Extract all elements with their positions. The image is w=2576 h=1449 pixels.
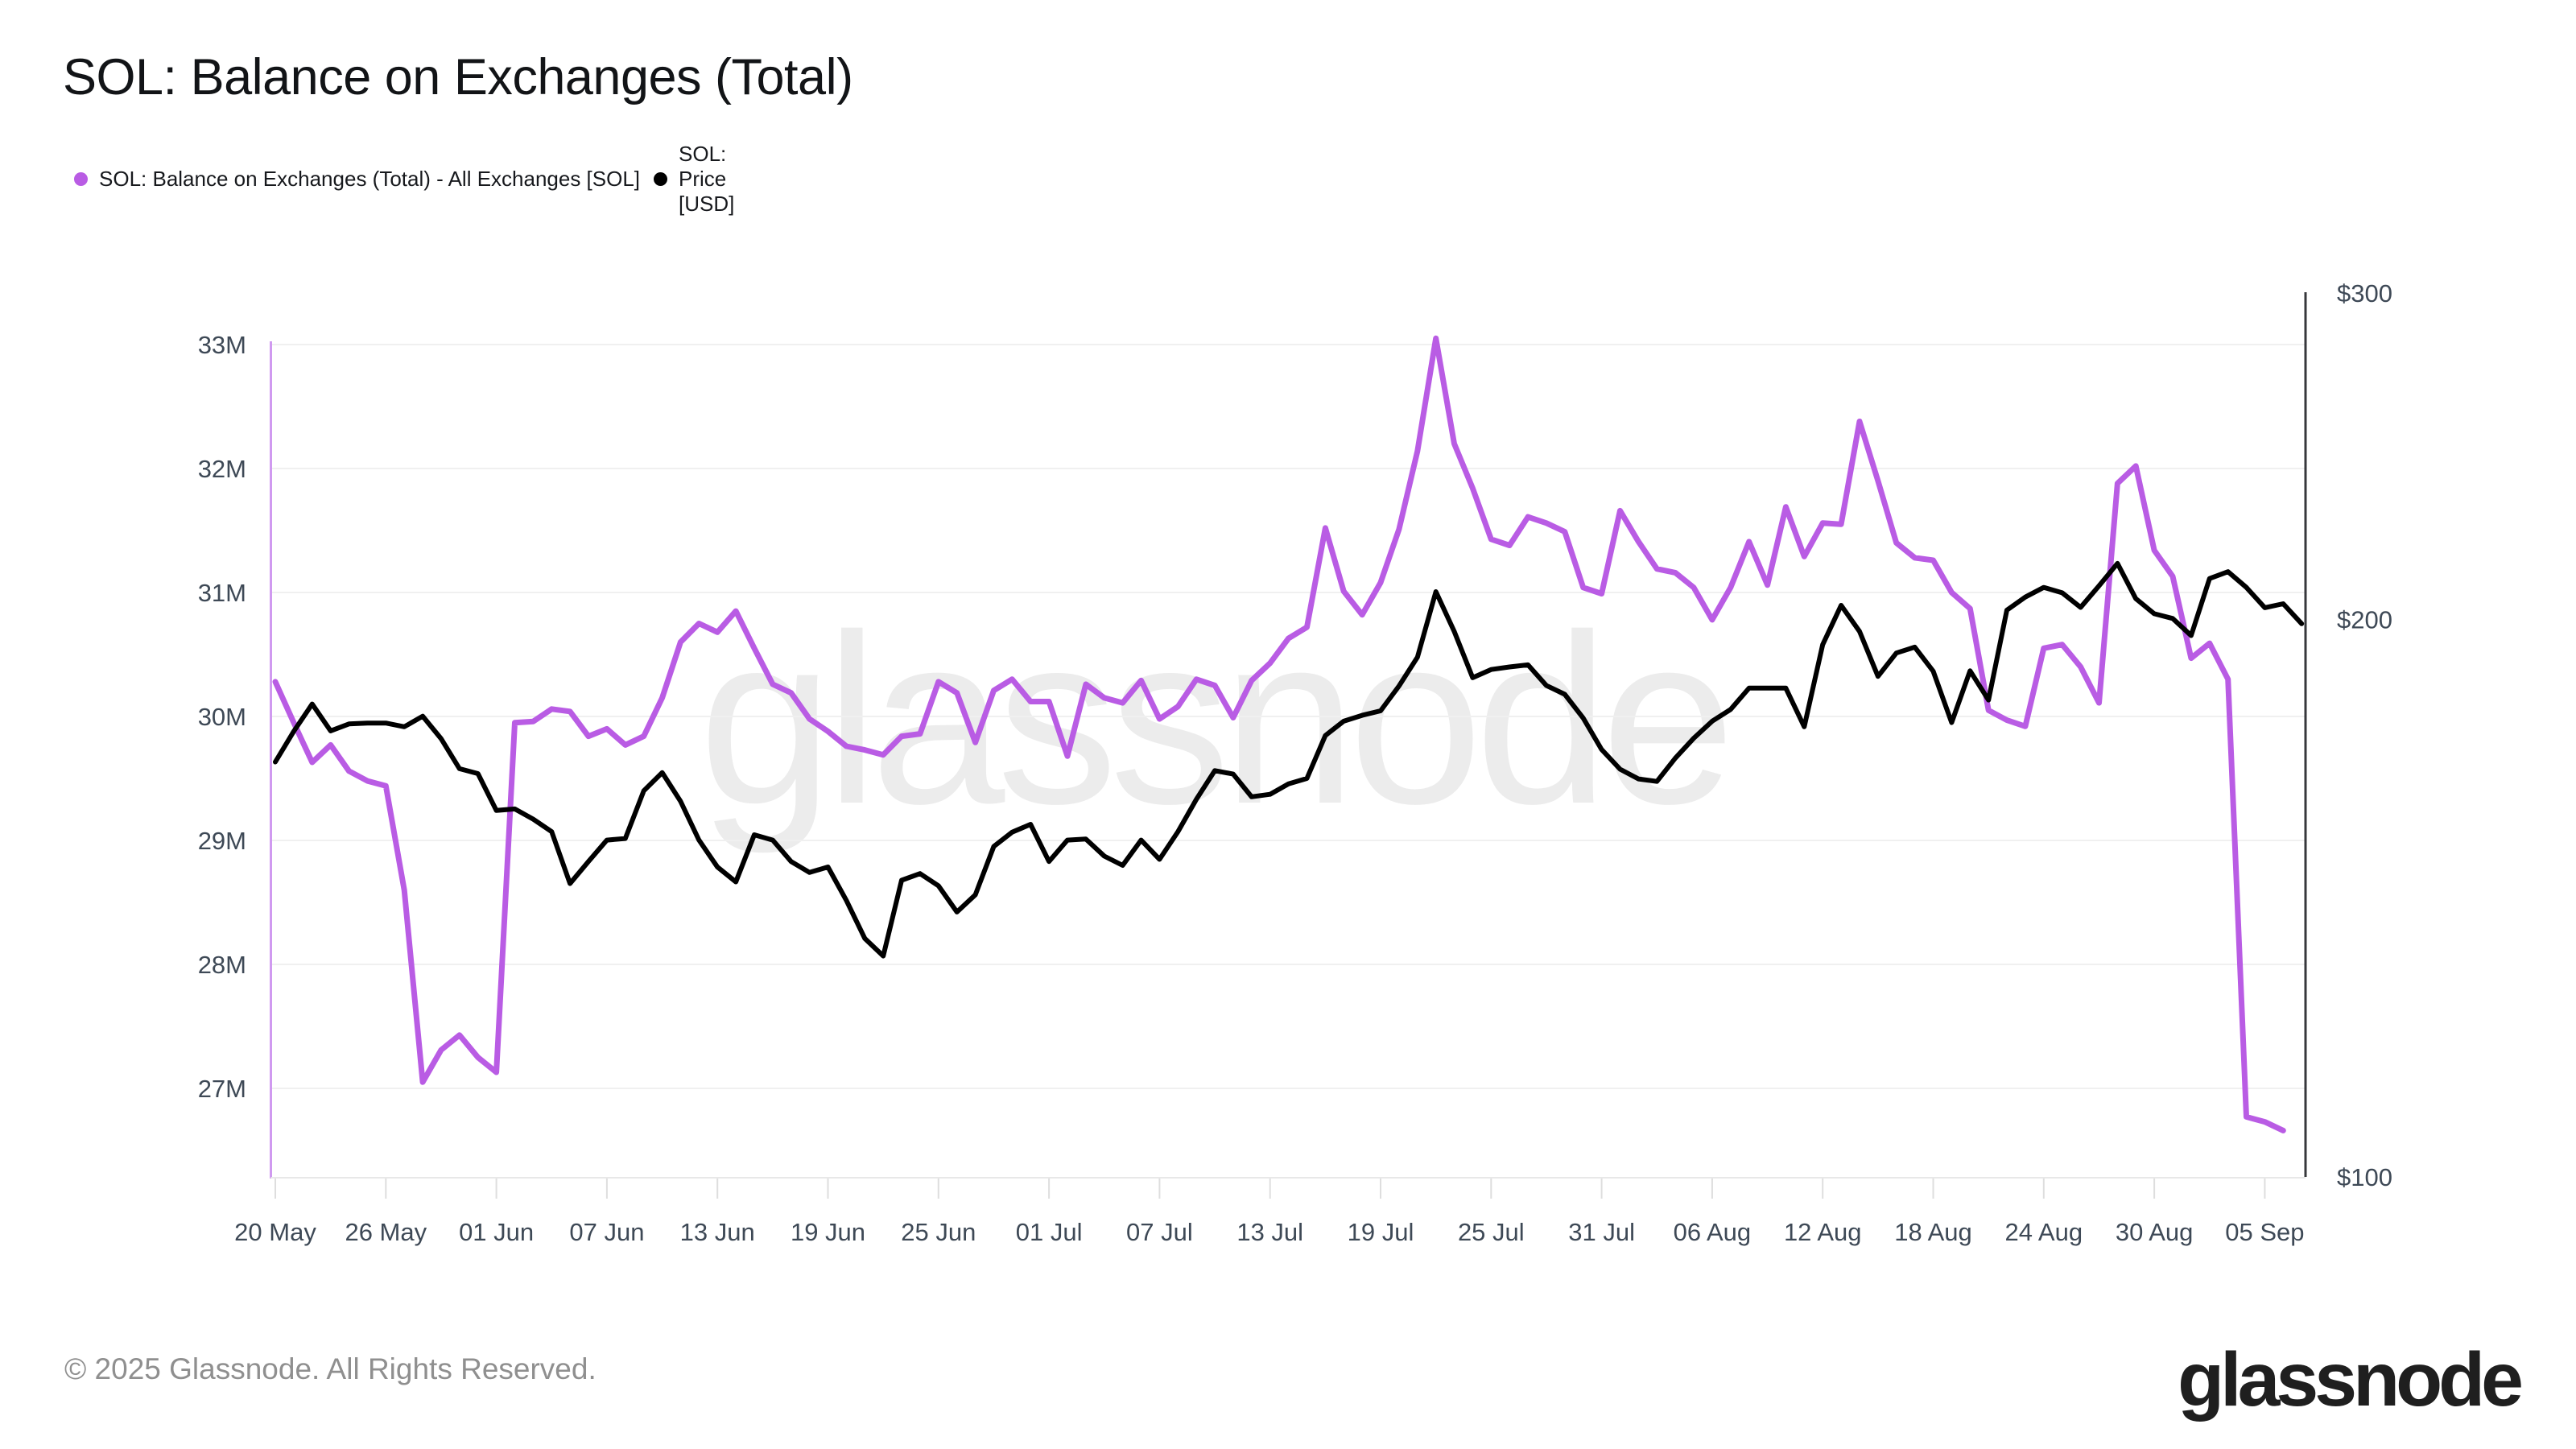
x-tick-label: 01 Jul [1016,1218,1083,1246]
price-series-dot-icon [654,171,667,186]
x-tick-label: 12 Aug [1784,1218,1862,1246]
y-left-tick-label: 29M [198,827,246,855]
legend-label-price: SOL: Price [USD] [679,141,735,216]
x-tick-label: 26 May [345,1218,427,1246]
y-left-tick-label: 33M [198,331,246,359]
x-tick-label: 13 Jun [680,1218,755,1246]
legend-item-price[interactable]: SOL: Price [USD] [654,142,734,216]
x-tick-label: 06 Aug [1674,1218,1752,1246]
page-title: SOL: Balance on Exchanges (Total) [63,49,853,105]
x-tick-label: 07 Jun [569,1218,644,1246]
legend-item-balance[interactable]: SOL: Balance on Exchanges (Total) - All … [74,167,640,192]
y-right-tick-label: $100 [2337,1163,2392,1191]
x-tick-label: 13 Jul [1236,1218,1303,1246]
x-tick-label: 07 Jul [1126,1218,1193,1246]
x-tick-label: 19 Jul [1348,1218,1414,1246]
x-tick-label: 05 Sep [2225,1218,2304,1246]
y-left-tick-label: 28M [198,951,246,979]
balance-series-line [272,335,2286,1133]
gridlines-layer [270,344,2306,1089]
x-tick-label: 19 Jun [791,1218,865,1246]
y-left-tick-label: 31M [198,579,246,607]
x-tick-label: 24 Aug [2005,1218,2083,1246]
glassnode-logo: glassnode [2178,1337,2524,1422]
x-tick-label: 01 Jun [459,1218,534,1246]
axis-labels-layer: 33M 32M 31M 30M 29M 28M 27M $300 $200 $100 20 May 2… [198,279,2392,1246]
y-right-tick-label: $300 [2337,279,2392,308]
y-right-tick-label: $200 [2337,605,2392,634]
x-tick-label: 31 Jul [1568,1218,1635,1246]
x-tick-label: 18 Aug [1894,1218,1972,1246]
balance-series-dot-icon [74,171,88,186]
axes-layer [270,292,2307,1199]
y-left-tick-label: 32M [198,455,246,483]
chart-legend: SOL: Balance on Exchanges (Total) - All … [74,142,734,216]
y-left-tick-label: 27M [198,1075,246,1103]
x-tick-label: 30 Aug [2116,1218,2194,1246]
copyright-text: © 2025 Glassnode. All Rights Reserved. [64,1352,597,1385]
x-tick-label: 25 Jun [901,1218,976,1246]
legend-label-balance: SOL: Balance on Exchanges (Total) - All … [99,166,641,191]
price-series-line [273,560,2305,959]
series-layer [272,335,2305,1133]
x-tick-label: 25 Jul [1458,1218,1525,1246]
glassnode-watermark: glassnode [699,584,1736,854]
y-left-tick-label: 30M [198,703,246,731]
x-tick-label: 20 May [234,1218,316,1246]
